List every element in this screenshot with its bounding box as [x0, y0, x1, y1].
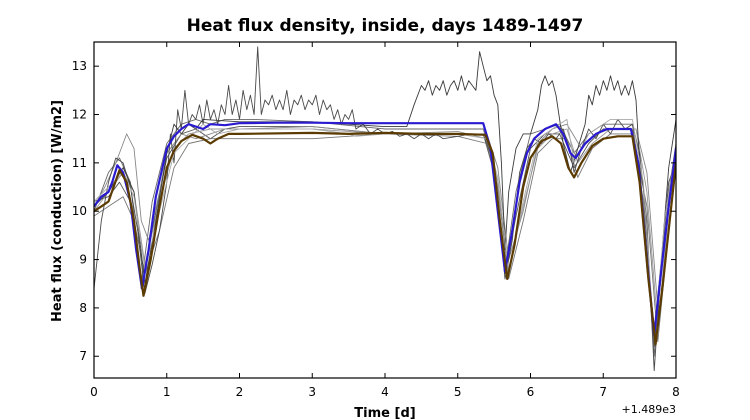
chart-title: Heat flux density, inside, days 1489-149… — [187, 16, 584, 36]
series-line-3 — [94, 133, 676, 343]
series-line-2 — [94, 118, 676, 357]
y-tick-label: 12 — [72, 108, 87, 122]
x-tick-label: 0 — [90, 385, 98, 399]
y-tick-label: 13 — [72, 59, 87, 73]
plot-frame — [93, 41, 677, 379]
x-tick-label: 1 — [163, 385, 171, 399]
y-axis-label: Heat flux (conduction) [W/m2] — [50, 100, 65, 322]
x-tick-label: 4 — [381, 385, 389, 399]
x-tick-label: 5 — [454, 385, 462, 399]
series-line-10 — [94, 131, 676, 346]
series-line-9 — [94, 121, 676, 336]
x-tick-label: 7 — [599, 385, 607, 399]
y-tick-label: 10 — [72, 204, 87, 218]
axes — [93, 41, 677, 379]
series-line-5 — [94, 128, 676, 328]
y-axis: 7 8 9 10 11 12 13 — [72, 59, 676, 363]
x-tick-label: 3 — [308, 385, 316, 399]
plot-area — [94, 46, 676, 372]
y-tick-label: 9 — [79, 253, 87, 267]
y-tick-label: 8 — [79, 301, 87, 315]
series-line-1 — [94, 126, 676, 348]
x-axis-label: Time [d] — [354, 406, 415, 420]
y-tick-label: 11 — [72, 156, 87, 170]
series-line-7 — [94, 51, 676, 333]
x-tick-label: 2 — [236, 385, 244, 399]
x-tick-label: 6 — [527, 385, 535, 399]
y-tick-label: 7 — [79, 349, 87, 363]
x-tick-label: 8 — [672, 385, 680, 399]
x-axis-offset-label: +1.489e3 — [622, 403, 676, 416]
x-axis: 0 1 2 3 4 5 6 7 8 — [90, 42, 680, 399]
